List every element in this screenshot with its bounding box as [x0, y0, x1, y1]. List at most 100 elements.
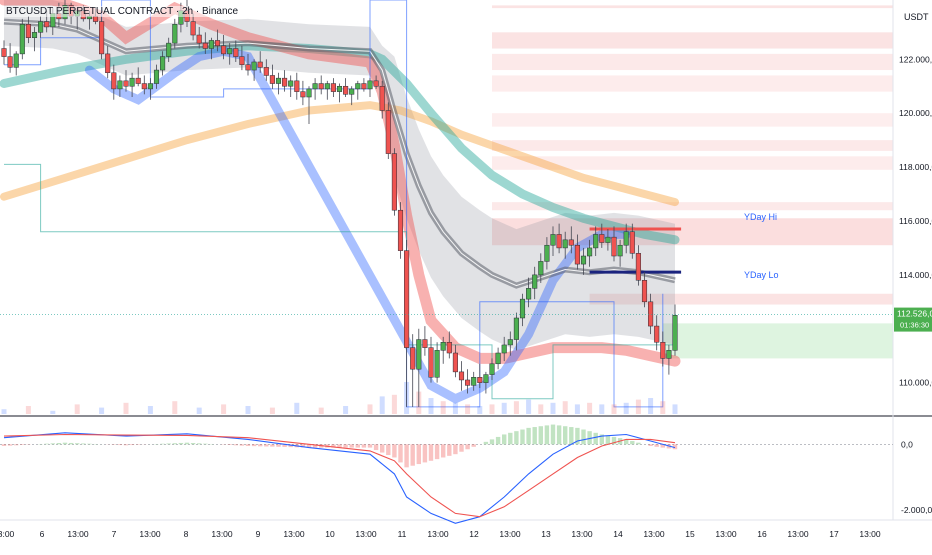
volume-bar-27: [514, 401, 519, 414]
osc-hist-40: [246, 444, 250, 446]
candle-body-78: [478, 377, 483, 382]
volume-bar-20: [429, 398, 434, 414]
candle-body-45: [276, 78, 281, 83]
osc-hist-7: [45, 444, 49, 445]
time-tick-17: 14: [613, 529, 623, 539]
time-tick-0: 3:00: [0, 529, 15, 539]
time-tick-22: 13:00: [787, 529, 809, 539]
candle-body-22: [136, 78, 141, 83]
time-tick-24: 13:00: [859, 529, 881, 539]
resistance-zone-4: [492, 113, 893, 126]
candle-body-48: [295, 81, 300, 92]
osc-hist-79: [484, 442, 488, 444]
volume-bar-21: [441, 401, 446, 414]
osc-hist-104: [636, 443, 640, 445]
candle-body-71: [435, 350, 440, 377]
candle-body-102: [624, 232, 629, 245]
price-tick-5: 110.000,0: [899, 378, 932, 388]
volume-bar-4: [99, 408, 104, 414]
osc-hist-12: [75, 443, 79, 444]
osc-hist-69: [423, 444, 427, 462]
candle-body-23: [142, 84, 147, 89]
time-tick-15: 13: [541, 529, 551, 539]
candle-body-80: [490, 364, 495, 375]
time-tick-9: 10: [325, 529, 335, 539]
osc-hist-68: [417, 444, 421, 464]
time-tick-4: 13:00: [139, 529, 161, 539]
candle-body-24: [148, 84, 153, 89]
osc-hist-73: [447, 444, 451, 456]
osc-hist-30: [185, 443, 189, 445]
candle-body-2: [14, 54, 19, 67]
candle-body-21: [130, 78, 135, 86]
volume-bar-11: [270, 408, 275, 414]
candle-body-86: [526, 288, 531, 299]
time-tick-14: 13:00: [499, 529, 521, 539]
candle-body-6: [38, 22, 43, 33]
volume-bar-26: [502, 403, 507, 414]
volume-bar-5: [124, 403, 129, 414]
candle-body-105: [642, 280, 647, 302]
candle-body-53: [325, 84, 330, 89]
osc-hist-20: [124, 444, 128, 445]
candle-body-70: [429, 348, 434, 378]
osc-hist-107: [655, 444, 659, 446]
candle-body-92: [563, 240, 568, 248]
candle-body-43: [264, 67, 269, 75]
time-tick-23: 17: [829, 529, 839, 539]
osc-hist-72: [441, 444, 445, 457]
candle-body-49: [301, 92, 306, 97]
osc-hist-2: [14, 444, 18, 445]
candle-body-42: [258, 62, 263, 67]
candle-body-37: [227, 49, 232, 54]
time-tick-21: 16: [757, 529, 767, 539]
osc-hist-33: [203, 444, 207, 445]
osc-hist-45: [276, 444, 280, 446]
candle-body-4: [26, 24, 31, 37]
candle-body-93: [569, 240, 574, 245]
time-tick-1: 6: [40, 529, 45, 539]
candle-body-51: [313, 84, 318, 89]
volume-bar-29: [538, 404, 543, 414]
time-tick-11: 11: [398, 529, 407, 539]
candle-body-38: [234, 49, 239, 57]
osc-hist-77: [472, 444, 476, 446]
price-tick-0: 122.000,0: [899, 54, 932, 64]
volume-bar-6: [148, 406, 153, 414]
last-price-label: 112.526,0: [897, 309, 932, 319]
volume-bar-30: [551, 403, 556, 414]
osc-hist-31: [191, 443, 195, 444]
candle-body-64: [392, 154, 397, 211]
osc-hist-103: [630, 441, 634, 444]
time-tick-8: 13:00: [283, 529, 305, 539]
candle-body-34: [209, 40, 214, 48]
osc-hist-11: [69, 443, 73, 444]
candle-body-75: [459, 372, 464, 380]
time-tick-12: 13:00: [427, 529, 449, 539]
candle-body-77: [471, 377, 476, 385]
time-tick-10: 13:00: [355, 529, 377, 539]
osc-hist-70: [429, 444, 433, 460]
volume-bar-35: [612, 404, 617, 414]
resistance-zone-5: [492, 140, 893, 151]
volume-bar-36: [624, 403, 629, 414]
osc-hist-3: [20, 444, 24, 445]
symbol-header[interactable]: BTCUSDT PERPETUAL CONTRACT · 2h · Binanc…: [4, 6, 240, 17]
osc-hist-13: [81, 443, 85, 444]
candle-body-33: [203, 43, 208, 48]
candle-body-98: [600, 234, 605, 242]
time-tick-18: 13:00: [643, 529, 665, 539]
osc-hist-32: [197, 443, 201, 444]
candle-body-96: [587, 248, 592, 256]
candle-body-107: [654, 326, 659, 342]
time-tick-3: 7: [112, 529, 117, 539]
time-tick-13: 12: [469, 529, 479, 539]
osc-hist-9: [57, 443, 61, 444]
osc-hist-64: [392, 444, 396, 457]
volume-bar-0: [2, 409, 7, 414]
osc-hist-56: [343, 444, 347, 447]
osc-hist-39: [240, 444, 244, 445]
volume-bar-13: [319, 408, 324, 414]
